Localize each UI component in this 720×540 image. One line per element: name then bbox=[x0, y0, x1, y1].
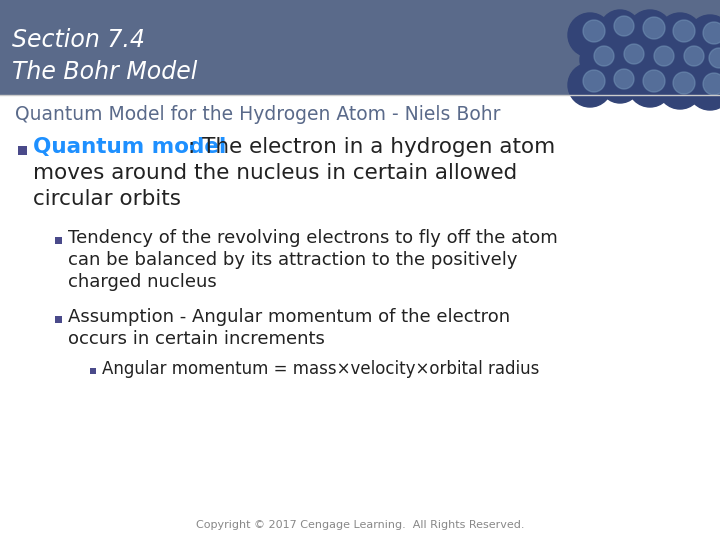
Text: Assumption - Angular momentum of the electron: Assumption - Angular momentum of the ele… bbox=[68, 308, 510, 326]
FancyBboxPatch shape bbox=[55, 315, 62, 322]
Circle shape bbox=[684, 46, 704, 66]
Circle shape bbox=[670, 40, 710, 80]
Circle shape bbox=[658, 65, 702, 109]
Text: Section 7.4: Section 7.4 bbox=[12, 28, 145, 52]
Circle shape bbox=[695, 42, 720, 82]
Text: Tendency of the revolving electrons to fly off the atom: Tendency of the revolving electrons to f… bbox=[68, 229, 558, 247]
Circle shape bbox=[580, 40, 620, 80]
Circle shape bbox=[709, 48, 720, 68]
FancyBboxPatch shape bbox=[18, 145, 27, 154]
Circle shape bbox=[688, 15, 720, 59]
Circle shape bbox=[600, 63, 640, 103]
Circle shape bbox=[600, 10, 640, 50]
Text: Copyright © 2017 Cengage Learning.  All Rights Reserved.: Copyright © 2017 Cengage Learning. All R… bbox=[196, 520, 524, 530]
Circle shape bbox=[658, 13, 702, 57]
Circle shape bbox=[583, 20, 605, 42]
Circle shape bbox=[594, 46, 614, 66]
Circle shape bbox=[673, 20, 695, 42]
Circle shape bbox=[703, 73, 720, 95]
Circle shape bbox=[583, 70, 605, 92]
Circle shape bbox=[614, 16, 634, 36]
Circle shape bbox=[688, 66, 720, 110]
Circle shape bbox=[610, 38, 650, 78]
Text: occurs in certain increments: occurs in certain increments bbox=[68, 330, 325, 348]
Text: charged nucleus: charged nucleus bbox=[68, 273, 217, 291]
Circle shape bbox=[628, 63, 672, 107]
Circle shape bbox=[654, 46, 674, 66]
Circle shape bbox=[703, 22, 720, 44]
Circle shape bbox=[624, 44, 644, 64]
Circle shape bbox=[643, 70, 665, 92]
Circle shape bbox=[673, 72, 695, 94]
Circle shape bbox=[640, 40, 680, 80]
Text: The Bohr Model: The Bohr Model bbox=[12, 60, 197, 84]
Circle shape bbox=[568, 13, 612, 57]
Text: moves around the nucleus in certain allowed: moves around the nucleus in certain allo… bbox=[33, 163, 517, 183]
Circle shape bbox=[643, 17, 665, 39]
Text: Angular momentum = mass×velocity×orbital radius: Angular momentum = mass×velocity×orbital… bbox=[102, 360, 539, 378]
Text: Quantum model: Quantum model bbox=[33, 137, 226, 157]
FancyBboxPatch shape bbox=[90, 368, 96, 374]
Text: can be balanced by its attraction to the positively: can be balanced by its attraction to the… bbox=[68, 251, 518, 269]
FancyBboxPatch shape bbox=[0, 0, 720, 95]
Text: circular orbits: circular orbits bbox=[33, 189, 181, 209]
Text: Quantum Model for the Hydrogen Atom - Niels Bohr: Quantum Model for the Hydrogen Atom - Ni… bbox=[15, 105, 500, 124]
Circle shape bbox=[628, 10, 672, 54]
Text: : The electron in a hydrogen atom: : The electron in a hydrogen atom bbox=[188, 137, 555, 157]
Circle shape bbox=[568, 63, 612, 107]
Circle shape bbox=[614, 69, 634, 89]
FancyBboxPatch shape bbox=[55, 237, 62, 244]
